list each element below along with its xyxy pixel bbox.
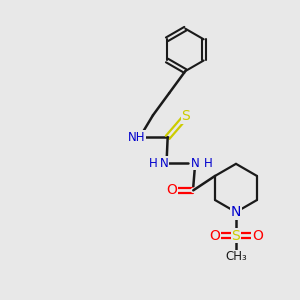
Text: H: H — [204, 157, 212, 170]
Text: S: S — [182, 109, 190, 123]
Text: O: O — [167, 183, 178, 197]
Text: S: S — [232, 229, 240, 243]
Text: CH₃: CH₃ — [225, 250, 247, 263]
Text: NH: NH — [128, 131, 146, 144]
Text: N: N — [160, 157, 168, 170]
Text: N: N — [231, 205, 241, 219]
Text: H: H — [149, 157, 158, 170]
Text: O: O — [209, 229, 220, 243]
Text: N: N — [191, 157, 200, 170]
Text: O: O — [252, 229, 263, 243]
